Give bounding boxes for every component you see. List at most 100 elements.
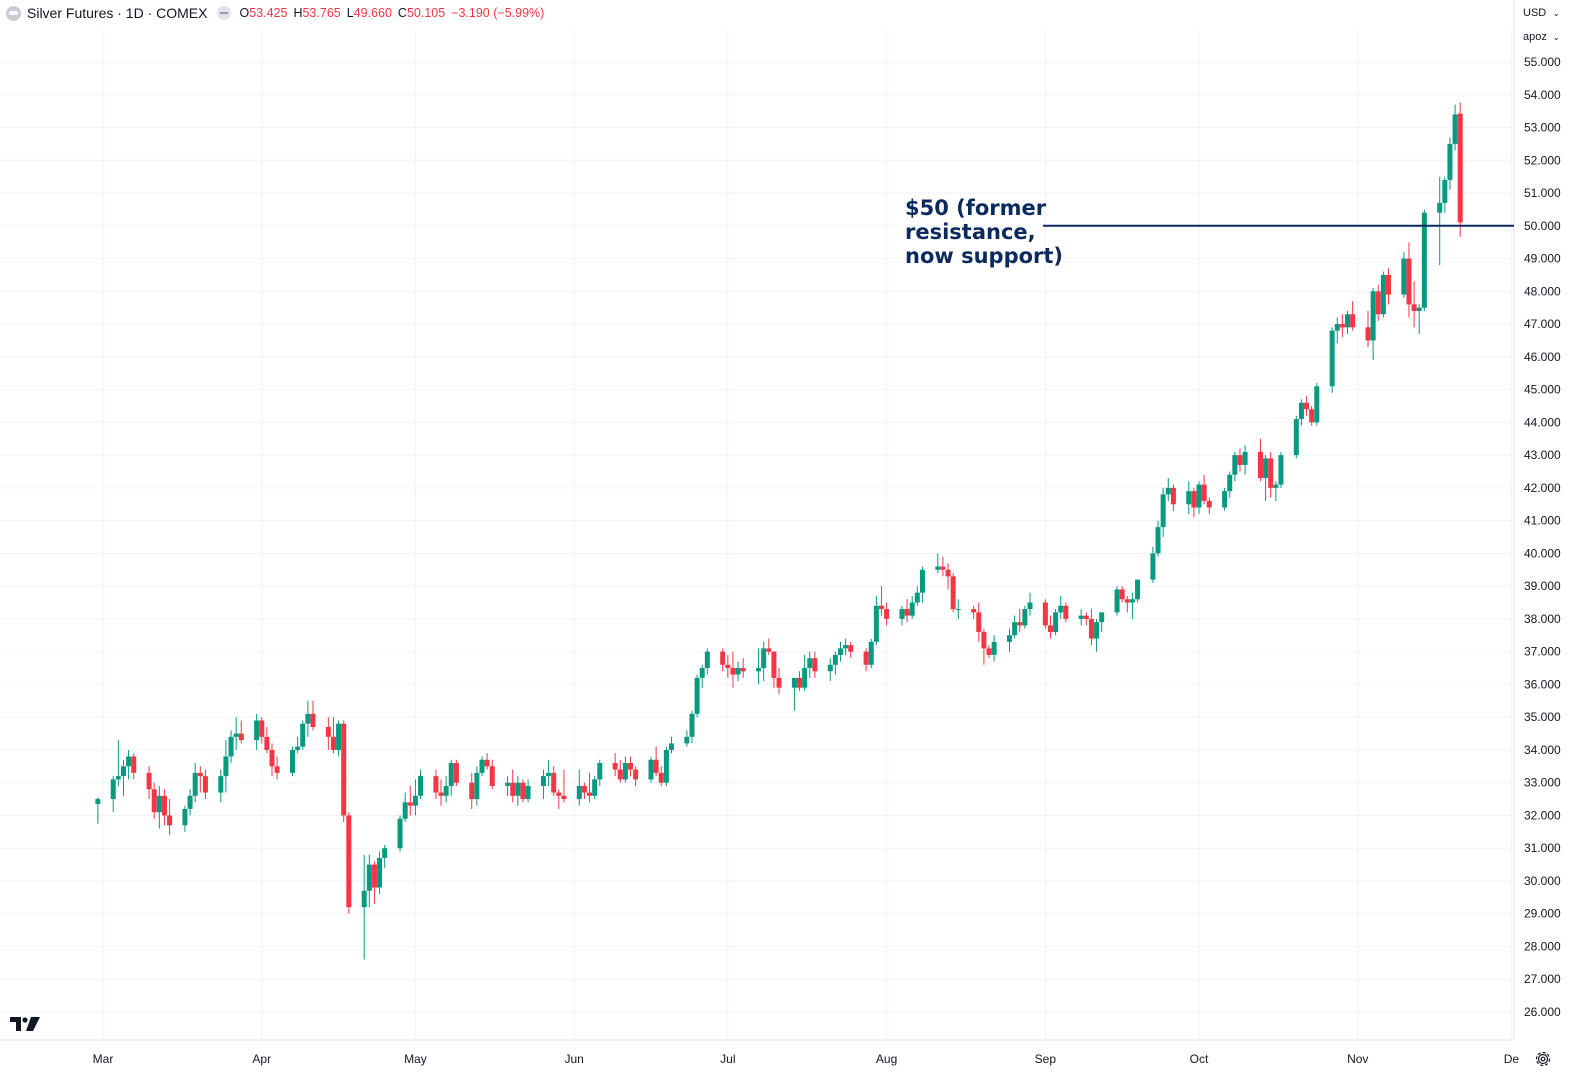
tradingview-logo-icon[interactable] <box>9 1015 41 1033</box>
candle <box>955 599 961 619</box>
open-value: 53.425 <box>249 6 288 20</box>
candle <box>561 769 567 803</box>
candle <box>115 740 121 786</box>
candle <box>1457 102 1463 237</box>
candle <box>945 563 951 590</box>
price-tick-label: 43.000 <box>1524 448 1561 462</box>
candle <box>1273 481 1279 501</box>
candle <box>622 756 628 783</box>
candle-body <box>336 723 342 750</box>
candle-body <box>735 668 741 675</box>
candle <box>720 648 726 672</box>
candle-body <box>341 723 347 816</box>
candle <box>1042 599 1048 629</box>
chart-grid <box>0 30 1514 1040</box>
candle-body <box>919 569 925 593</box>
currency-selector[interactable]: USD ⌄ <box>1518 3 1564 23</box>
candle <box>120 759 126 796</box>
candle <box>146 766 152 800</box>
candle-body <box>238 733 244 741</box>
candle-body <box>909 602 915 616</box>
scale-mode-selector[interactable]: apoz ⌄ <box>1518 27 1564 47</box>
candle <box>1385 268 1391 305</box>
candle-body <box>1196 484 1202 508</box>
candle-body <box>837 648 843 655</box>
candle-body <box>228 736 234 757</box>
candle <box>766 638 772 655</box>
candle-body <box>684 736 690 744</box>
candle <box>1268 451 1274 498</box>
candle-body <box>525 785 531 800</box>
candle-body <box>1165 487 1171 495</box>
candle-body <box>510 782 516 796</box>
candle-body <box>976 612 982 632</box>
candle-body <box>628 763 634 770</box>
candle <box>371 861 377 904</box>
candle <box>469 772 475 809</box>
candle <box>264 727 270 754</box>
candle-body <box>1293 419 1299 456</box>
candle-body <box>361 890 367 908</box>
price-tick-label: 34.000 <box>1524 743 1561 757</box>
price-tick-label: 26.000 <box>1524 1005 1561 1019</box>
candle-body <box>1334 324 1340 331</box>
candle-body <box>1370 291 1376 341</box>
candle-body <box>945 569 951 577</box>
candle <box>520 779 526 803</box>
price-tick-label: 47.000 <box>1524 317 1561 331</box>
candle <box>1099 612 1105 632</box>
candle <box>289 746 295 777</box>
candle <box>407 785 413 816</box>
candle-body <box>1007 635 1013 642</box>
candle-body <box>704 651 710 669</box>
candle-body <box>633 769 639 780</box>
candle <box>556 789 562 809</box>
candle-body <box>761 648 767 669</box>
candle-body <box>1094 622 1100 639</box>
candle <box>771 651 777 688</box>
candle-body <box>310 713 316 727</box>
candle <box>812 651 818 678</box>
candle <box>1083 612 1089 626</box>
candle <box>1022 605 1028 629</box>
candle-body <box>443 785 449 796</box>
candle <box>433 769 439 800</box>
price-tick-label: 41.000 <box>1524 514 1561 528</box>
candle-body <box>899 609 905 619</box>
candle-body <box>1437 202 1443 213</box>
candle-body <box>935 566 941 570</box>
candle-body <box>1242 451 1248 465</box>
candle <box>1170 484 1176 511</box>
price-tick-label: 42.000 <box>1524 481 1561 495</box>
price-tick-label: 49.000 <box>1524 252 1561 266</box>
candle <box>1293 415 1299 459</box>
candle <box>295 736 301 754</box>
candle-body <box>812 658 818 672</box>
candle <box>725 654 731 678</box>
symbol-title[interactable]: Silver Futures · 1D · COMEX <box>27 5 208 21</box>
candle <box>1119 586 1125 603</box>
scale-mode-label: apoz <box>1523 31 1547 43</box>
candle <box>274 756 280 780</box>
symbol-icon[interactable] <box>6 5 21 21</box>
candle <box>986 645 992 659</box>
candle <box>377 851 383 895</box>
price-tick-label: 40.000 <box>1524 546 1561 560</box>
candle <box>1186 481 1192 515</box>
candle <box>474 766 480 806</box>
candle-body <box>1345 314 1351 328</box>
candle-body <box>1186 491 1192 505</box>
candle <box>187 789 193 816</box>
candle-body <box>264 736 270 750</box>
candle <box>1447 137 1453 190</box>
gear-icon[interactable] <box>1534 1050 1552 1068</box>
candle <box>837 641 843 662</box>
price-tick-label: 36.000 <box>1524 677 1561 691</box>
candle <box>510 769 516 803</box>
candles <box>95 102 1463 960</box>
time-tick-label: Aug <box>876 1052 897 1066</box>
hide-icon[interactable] <box>217 6 232 20</box>
candle <box>991 635 997 662</box>
candle <box>489 759 495 790</box>
